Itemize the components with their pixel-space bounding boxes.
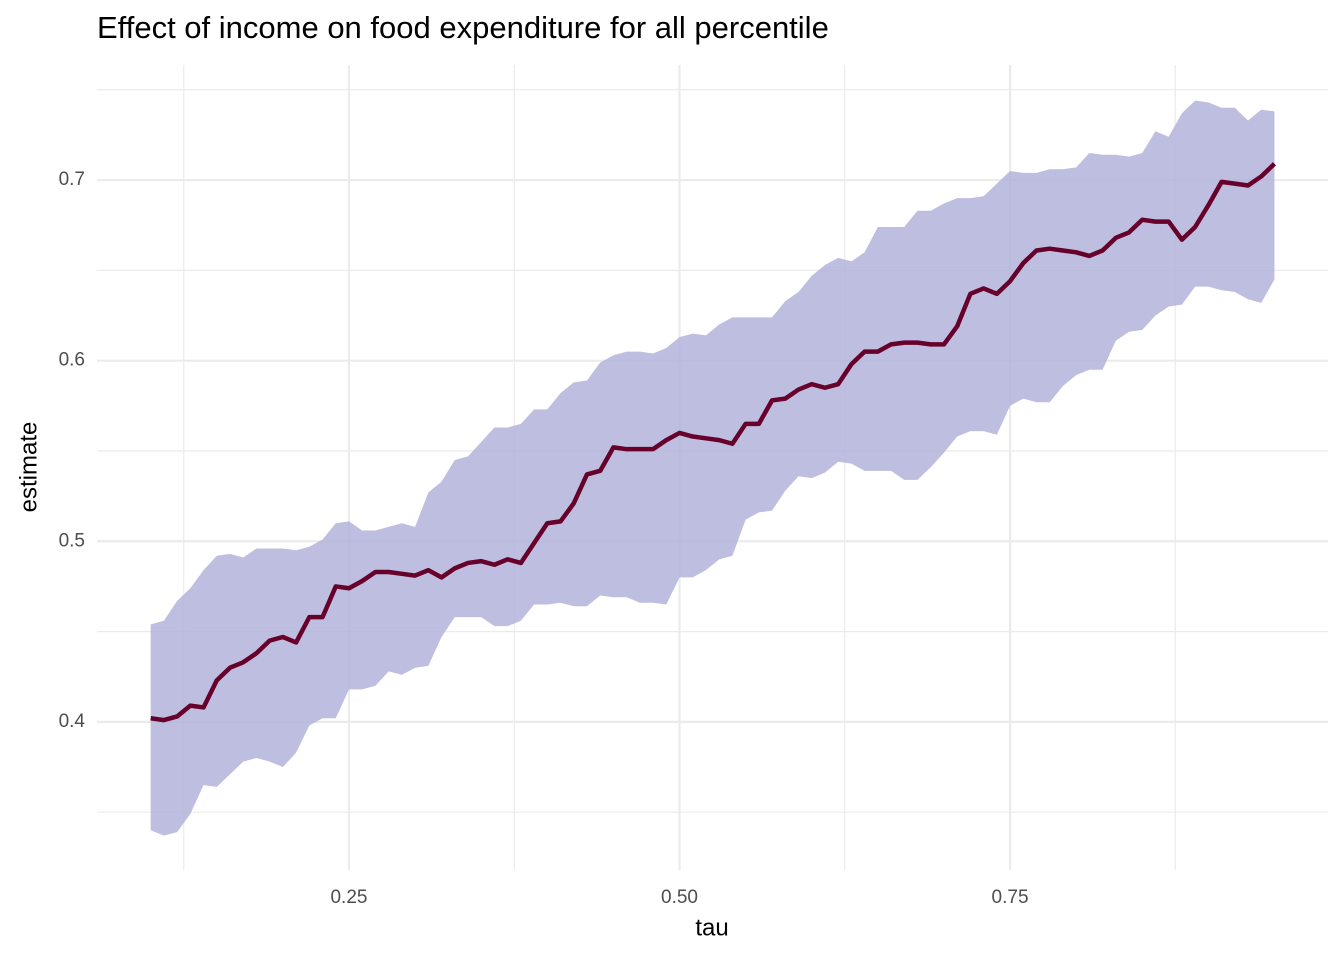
confidence-band: [150, 100, 1275, 836]
x-axis-title: tau: [695, 914, 728, 941]
line: [150, 162, 1277, 723]
y-axis-title: estimate: [15, 422, 42, 513]
x-tick-label: 0.75: [992, 887, 1029, 908]
y-tick-label: 0.6: [59, 350, 85, 371]
y-tick-label: 0.5: [59, 530, 85, 551]
y-tick-label: 0.4: [59, 711, 86, 732]
chart-title: Effect of income on food expenditure for…: [97, 10, 829, 45]
x-tick-label: 0.25: [330, 887, 367, 908]
y-tick-label: 0.7: [59, 169, 85, 190]
x-tick-label: 0.50: [661, 887, 698, 908]
